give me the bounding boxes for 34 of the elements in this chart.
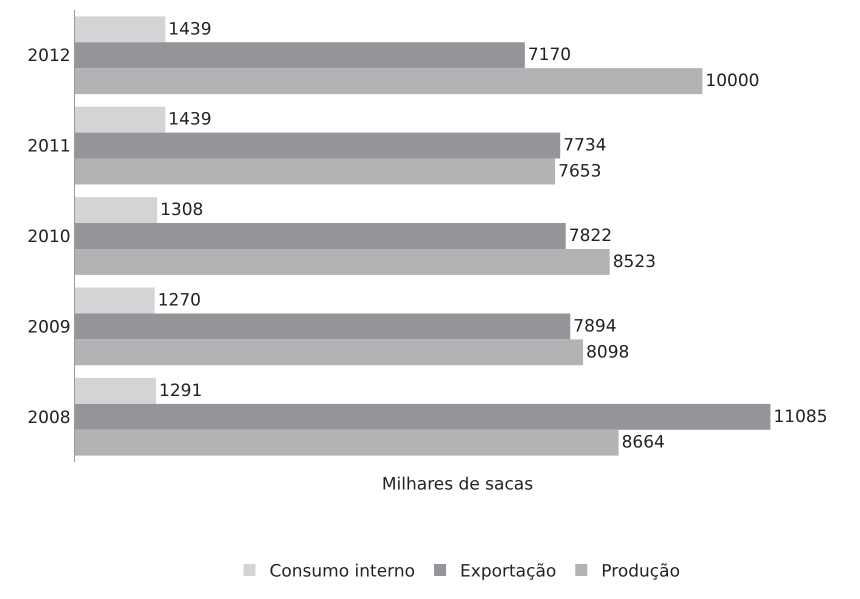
bar <box>75 158 556 184</box>
bar <box>75 106 166 133</box>
data-label: 1291 <box>159 380 202 401</box>
data-label: 7822 <box>568 226 612 246</box>
data-label: 7734 <box>563 136 606 156</box>
data-label: 1439 <box>168 110 212 130</box>
y-tick-label: 2011 <box>27 136 71 157</box>
data-label: 8664 <box>622 432 665 453</box>
data-label: 1439 <box>168 19 212 40</box>
bar <box>75 197 158 224</box>
data-label: 7894 <box>573 316 617 336</box>
data-label: 1270 <box>158 290 201 310</box>
y-tick-label: 2012 <box>27 46 71 66</box>
data-label: 10000 <box>705 71 760 92</box>
data-label: 8523 <box>612 252 656 272</box>
bar <box>75 378 156 404</box>
data-label: 11085 <box>773 406 828 427</box>
data-label: 8098 <box>586 342 630 362</box>
legend-label: Consumo interno <box>270 562 416 582</box>
bar <box>75 339 584 366</box>
bar <box>75 430 619 456</box>
data-label: 7653 <box>558 162 602 182</box>
legend-label: Produção <box>601 562 680 582</box>
data-label: 1308 <box>160 200 204 220</box>
y-tick-label: 2010 <box>27 226 71 247</box>
y-tick-label: 2008 <box>27 408 71 428</box>
y-tick-label: 2009 <box>27 317 71 338</box>
bar <box>75 68 702 94</box>
bar <box>75 248 610 275</box>
data-label: 7170 <box>528 45 572 66</box>
bar <box>75 16 166 42</box>
bar <box>75 288 155 314</box>
legend-label: Exportação <box>460 562 556 582</box>
x-axis-title: Milhares de sacas <box>382 474 534 494</box>
